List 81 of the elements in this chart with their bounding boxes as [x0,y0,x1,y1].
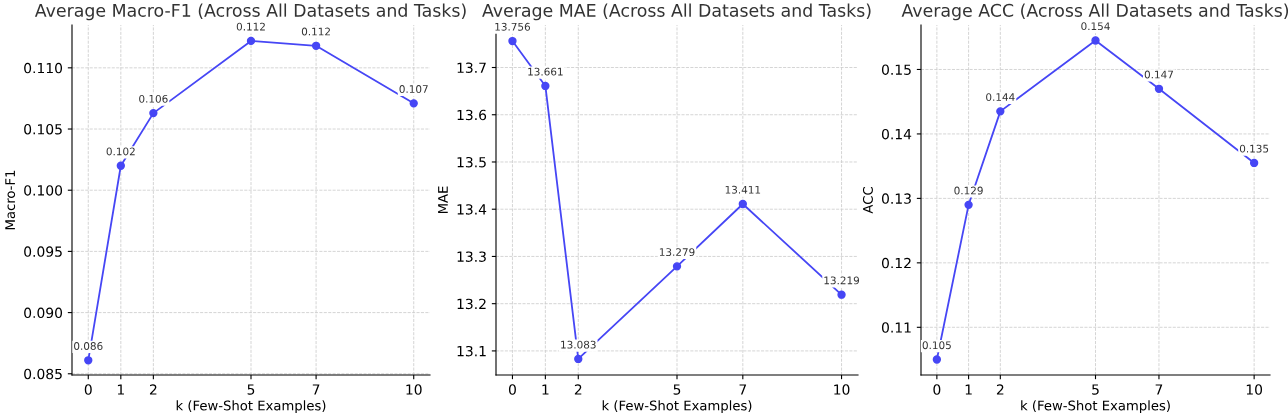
data-label: 0.106 [139,94,168,103]
point [508,36,517,46]
y-tick-label: 0.11 [881,322,911,333]
y-axis-title: ACC [862,187,873,214]
data-label: 13.661 [528,67,563,76]
x-tick-label: 2 [574,384,582,395]
data-label: 0.135 [1239,144,1269,153]
x-tick-label: 1 [965,384,972,395]
x-tick-label: 5 [247,384,255,395]
point [1249,158,1259,168]
data-label: 13.279 [659,248,695,257]
y-tick-label: 0.14 [881,128,912,140]
x-tick-label: 1 [542,384,549,395]
y-tick-label: 0.095 [24,246,62,257]
x-tick-label: 0 [508,384,516,395]
y-tick-label: 13.1 [457,345,486,357]
x-axis-title: k (Few-Shot Examples) [176,400,326,414]
y-axis-title: Macro-F1 [5,170,16,230]
point [116,161,125,170]
y-tick-label: 0.085 [24,368,62,380]
point [1154,84,1164,93]
y-tick-label: 13.7 [457,62,486,73]
point [672,262,682,271]
x-axis-title: k (Few-Shot Examples) [1021,400,1170,414]
x-tick-label: 10 [1246,384,1263,395]
data-label: 0.112 [236,22,265,31]
point [1091,36,1100,45]
x-tick-label: 7 [312,384,320,395]
data-label: 0.154 [1081,22,1110,31]
chart-title: Average Macro-F1 (Across All Datasets and Tasks) [34,3,466,21]
y-tick-label: 13.2 [457,298,486,310]
x-tick-label: 0 [84,384,92,395]
y-tick-label: 0.100 [24,185,63,196]
point [932,355,942,364]
x-tick-label: 7 [739,384,747,395]
x-tick-label: 5 [673,384,681,395]
data-label: 0.147 [1144,70,1173,79]
data-label: 0.105 [922,341,951,350]
point [738,199,747,209]
point [964,200,973,210]
point [837,290,846,299]
x-tick-label: 2 [996,384,1004,395]
y-tick-label: 13.3 [457,251,486,262]
x-tick-label: 2 [149,384,157,395]
chart-title: Average ACC (Across All Datasets and Tasks) [901,3,1288,21]
data-label: 0.086 [74,342,103,350]
data-label: 13.083 [561,340,596,349]
y-tick-label: 13.5 [457,156,486,168]
data-label: 0.112 [301,27,330,36]
data-label: 0.102 [106,147,135,156]
data-label: 13.756 [495,22,531,31]
x-tick-label: 10 [834,384,850,395]
y-tick-label: 13.4 [457,204,487,215]
data-label: 13.219 [824,276,860,285]
y-tick-label: 13.6 [457,109,487,121]
y-tick-label: 0.13 [881,193,911,204]
point [246,36,256,46]
point [149,108,158,118]
chart-title: Average MAE (Across All Datasets and Tasks) [482,3,871,21]
point [311,41,321,50]
x-tick-label: 10 [406,384,422,395]
data-label: 13.411 [725,185,761,194]
data-label: 0.129 [954,186,983,195]
point [84,356,93,365]
point [996,107,1005,116]
x-tick-label: 5 [1092,384,1099,395]
y-tick-label: 0.105 [24,123,62,135]
y-tick-label: 0.110 [24,62,63,74]
data-label: 0.107 [399,85,428,93]
point [409,99,418,108]
point [541,81,550,91]
data-label: 0.144 [986,93,1015,102]
y-tick-label: 0.12 [881,257,911,269]
x-tick-label: 0 [933,384,941,395]
point [574,354,583,364]
x-axis-title: k (Few-Shot Examples) [602,400,752,414]
x-tick-label: 7 [1155,384,1163,395]
y-axis-title: MAE [438,186,448,214]
x-tick-label: 1 [117,384,124,395]
y-tick-label: 0.090 [24,307,63,319]
y-tick-label: 0.15 [881,64,911,75]
